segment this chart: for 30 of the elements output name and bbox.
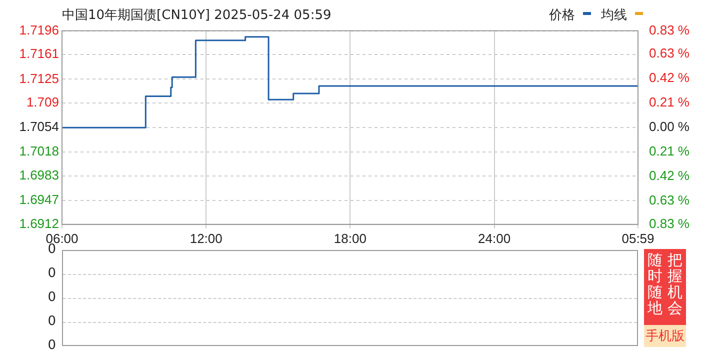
y2-tick-label: 0.83 % [649, 216, 690, 231]
x-tick-label: 05:59 [622, 230, 654, 246]
legend-label: 价格 [549, 8, 575, 23]
y-tick-label: 1.6912 [19, 216, 59, 231]
y-tick-label: 1.7054 [19, 119, 59, 134]
y2-tick-label: 0.63 % [649, 46, 690, 61]
y2-tick-label: 0.42 % [649, 70, 690, 86]
text: 0 [48, 314, 56, 330]
y2-tick-label: 0.42 % [649, 168, 690, 184]
y2-tick-label: 0.21 % [649, 144, 690, 159]
y2-tick-label: 0.63 % [649, 192, 690, 208]
y-tick-label: 1.7196 [19, 22, 59, 38]
text: 0 [48, 290, 56, 306]
y2-tick-label: 0.00 % [649, 119, 690, 134]
text: 0 [48, 242, 56, 258]
y-tick-label: 1.6983 [19, 168, 59, 183]
chart-title: 中国10年期国债[CN10Y] 2025-05-24 05:59 [62, 7, 332, 24]
y-tick-label: 1.7125 [19, 70, 59, 86]
x-tick-label: 12:00 [190, 230, 222, 246]
text: 0 [48, 338, 56, 354]
x-tick-label: 24:00 [478, 230, 511, 246]
y-tick-label: 1.6947 [19, 192, 59, 208]
text: 0 [48, 266, 56, 282]
y-tick-label: 1.7161 [19, 46, 59, 62]
y2-tick-label: 0.83 % [649, 22, 690, 38]
y2-tick-label: 0.21 % [649, 94, 690, 110]
y-tick-label: 1.709 [26, 94, 59, 110]
x-tick-label: 18:00 [334, 230, 366, 246]
legend-label: 均线 [601, 8, 627, 23]
y-tick-label: 1.7018 [19, 144, 59, 159]
